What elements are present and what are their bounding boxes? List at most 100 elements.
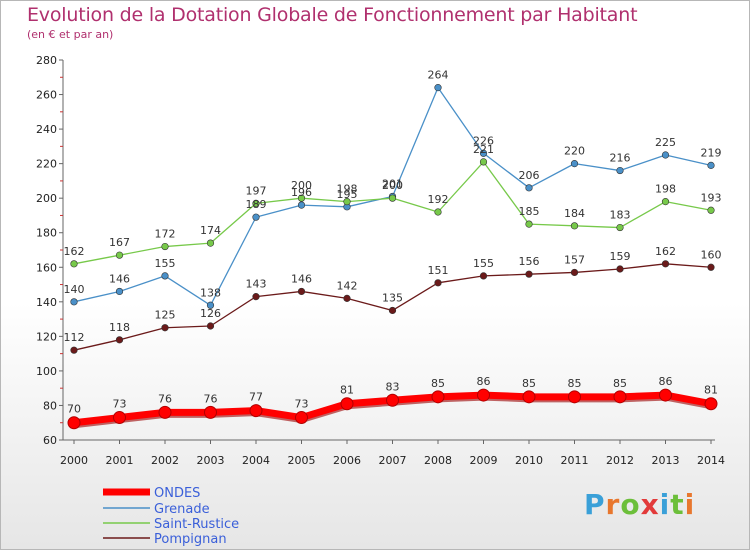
x-tick-label: 2007 (379, 454, 407, 467)
saint-rustice-point (297, 194, 306, 202)
pompignan-point (343, 294, 351, 302)
data-labels: 140 146 155 138 189 196 195 201 264 226 206 220 216 2… (64, 69, 722, 416)
ondes-point (613, 390, 627, 404)
pompignan-point (434, 279, 442, 287)
pompignan-data-label: 143 (246, 278, 267, 291)
ondes-data-label: 85 (613, 377, 627, 390)
saint-rustice-point (434, 208, 442, 216)
ondes-point (522, 390, 536, 404)
pompignan-point (616, 265, 624, 273)
logo-letter: P (584, 488, 606, 521)
pompignan-data-label: 125 (155, 309, 176, 322)
grenade-data-label: 206 (519, 169, 540, 182)
pompignan-point (297, 287, 306, 296)
ondes-data-label: 85 (431, 377, 445, 390)
saint-rustice-point (70, 260, 78, 268)
proxiti-logo: Proxiti (584, 488, 695, 521)
grenade-data-label: 146 (109, 272, 130, 285)
grenade-point (206, 301, 215, 309)
ondes-data-label: 83 (386, 380, 400, 393)
ondes-data-label: 70 (67, 403, 81, 416)
grenade-data-label: 189 (246, 198, 267, 211)
grenade-point (70, 298, 78, 306)
grenade-data-label: 155 (155, 257, 176, 270)
ondes-data-label: 76 (204, 392, 218, 405)
grenade-data-label: 225 (655, 136, 676, 149)
y-tick-label: 220 (36, 158, 57, 171)
y-tick-label: 120 (36, 330, 57, 343)
chart-title: Evolution de la Dotation Globale de Fonc… (27, 4, 638, 26)
pompignan-point (661, 260, 670, 268)
x-tick-label: 2002 (151, 454, 179, 467)
logo-letter: i (684, 488, 696, 521)
ondes-point (67, 416, 81, 430)
ondes-data-label: 77 (249, 391, 263, 404)
saint-rustice-point (570, 222, 579, 230)
x-tick-label: 2009 (470, 454, 498, 467)
y-tick-label: 60 (43, 434, 57, 447)
grenade-point (525, 184, 533, 192)
saint-rustice-data-label: 184 (564, 207, 585, 220)
legend-label-ondes: ONDES (154, 486, 200, 501)
grenade-data-label: 196 (291, 186, 312, 199)
ondes-point (113, 411, 126, 425)
pompignan-data-label: 135 (382, 291, 403, 304)
pompignan-data-label: 160 (701, 248, 722, 261)
saint-rustice-data-label: 172 (155, 228, 176, 241)
ondes-point (340, 397, 354, 411)
y-tick-label: 180 (36, 227, 57, 240)
ondes-data-label: 81 (704, 384, 718, 397)
ondes-data-label: 86 (477, 375, 491, 388)
x-tick-label: 2005 (288, 454, 316, 467)
ondes-point (477, 388, 490, 402)
grenade-data-label: 219 (701, 146, 722, 159)
saint-rustice-data-label: 183 (610, 209, 631, 222)
saint-rustice-data-label: 174 (200, 224, 221, 237)
legend-label-grenade: Grenade (154, 502, 210, 517)
axes: 60 80 100 120 140 160 180 200 220 240 260 280 2000 20… (36, 54, 725, 467)
series-layer (67, 84, 718, 430)
ondes-data-label: 73 (295, 398, 309, 411)
ondes-point (431, 390, 445, 404)
ondes-data-label: 85 (522, 377, 536, 390)
saint-rustice-data-label: 221 (473, 143, 494, 156)
legend-label-saint-rustice: Saint-Rustice (154, 517, 239, 532)
y-tick-label: 260 (36, 89, 57, 102)
pompignan-data-label: 157 (564, 253, 585, 266)
grenade-point (661, 151, 670, 159)
ondes-data-label: 85 (568, 377, 582, 390)
saint-rustice-point (161, 242, 169, 251)
legend-label-pompignan: Pompignan (154, 532, 227, 547)
ondes-point (249, 404, 263, 418)
saint-rustice-data-label: 200 (291, 179, 312, 192)
pompignan-point (206, 322, 215, 330)
pompignan-point (388, 306, 397, 315)
saint-rustice-point (206, 239, 215, 247)
grenade-data-label: 216 (610, 152, 631, 165)
grenade-data-label: 140 (64, 283, 85, 296)
pompignan-data-label: 156 (519, 255, 540, 268)
pompignan-point (479, 272, 488, 280)
ondes-point (204, 405, 217, 419)
x-tick-label: 2010 (515, 454, 543, 467)
ondes-point (386, 393, 399, 407)
saint-rustice-data-label: 198 (337, 183, 358, 196)
saint-rustice-point (388, 194, 397, 202)
pompignan-data-label: 142 (337, 279, 358, 292)
x-tick-label: 2004 (242, 454, 270, 467)
x-tick-label: 2003 (197, 454, 225, 467)
pompignan-point (252, 293, 260, 301)
saint-rustice-data-label: 167 (109, 236, 130, 249)
logo-letter: t (670, 488, 685, 521)
grenade-point (115, 287, 124, 296)
logo-letter: i (659, 488, 671, 521)
x-tick-label: 2008 (424, 454, 452, 467)
logo-letter: x (640, 488, 660, 521)
saint-rustice-data-label: 192 (428, 193, 449, 206)
pompignan-data-label: 118 (109, 321, 130, 334)
ondes-data-label: 76 (158, 392, 172, 405)
x-tick-label: 2012 (606, 454, 634, 467)
